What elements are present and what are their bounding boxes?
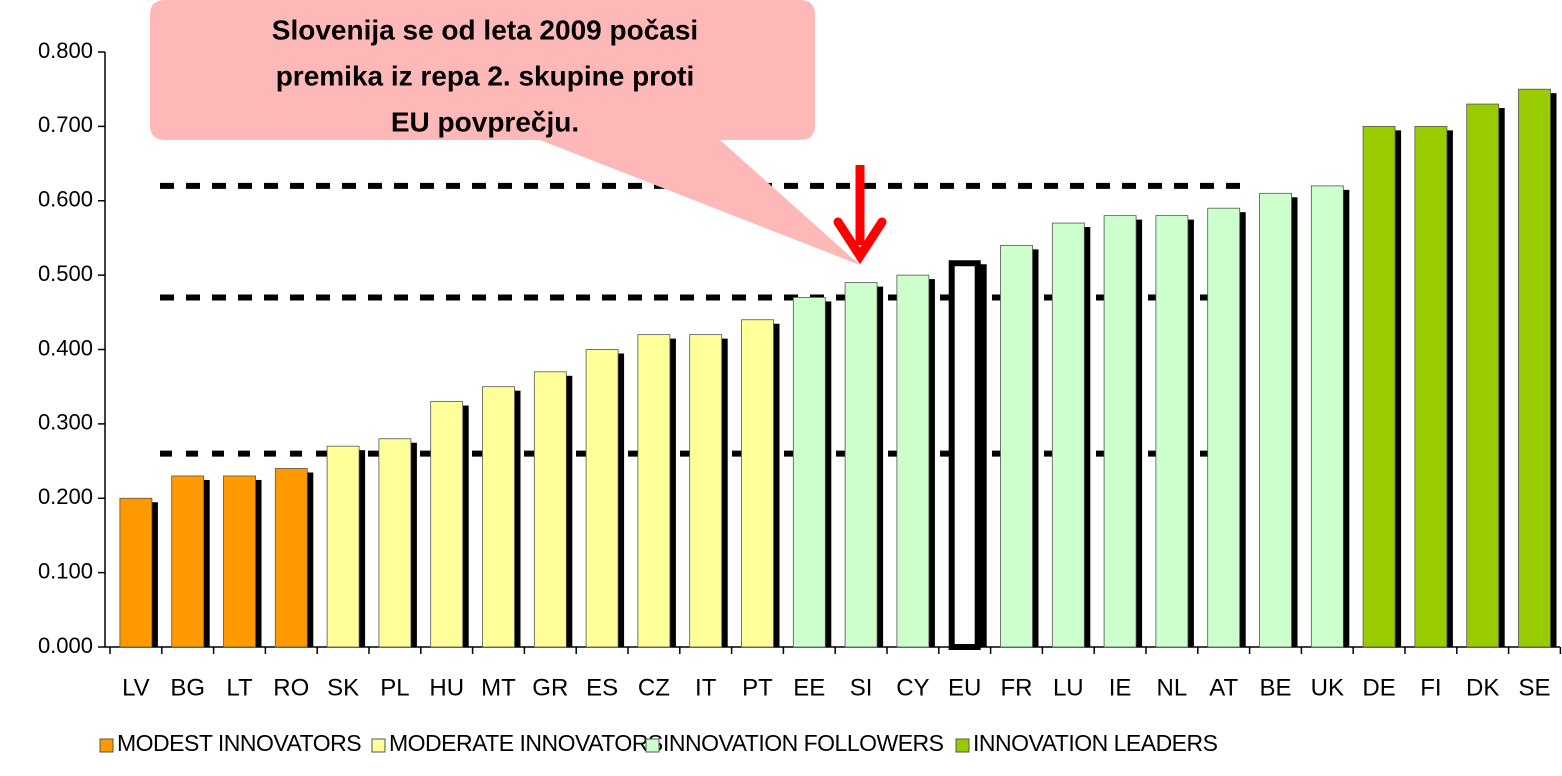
bar: [223, 475, 256, 648]
x-tick-label: MT: [481, 674, 516, 701]
bar: [533, 371, 567, 648]
x-tick-label: HU: [429, 674, 464, 701]
legend-swatch: [371, 738, 386, 753]
legend-label: INNOVATION LEADERS: [973, 730, 1218, 756]
x-tick-label: SK: [327, 674, 359, 701]
x-tick-label: BE: [1259, 674, 1291, 701]
bar: [948, 260, 981, 650]
legend-label: INNOVATION FOLLOWERS: [663, 730, 944, 756]
y-tick-label: 0.100: [38, 558, 93, 583]
bar: [482, 386, 515, 648]
x-tick-label: FI: [1420, 674, 1441, 701]
bar: [1000, 244, 1033, 648]
legend-label: MODERATE INNOVATORS: [389, 730, 663, 756]
x-tick-label: LT: [226, 674, 253, 701]
red-arrow: [833, 165, 887, 265]
x-tick-label: LU: [1053, 674, 1084, 701]
y-tick-label: 0.700: [38, 112, 93, 137]
x-tick-label: LV: [122, 674, 150, 701]
x-tick-label: CY: [896, 674, 929, 701]
legend-swatch: [955, 738, 970, 753]
bar: [1207, 207, 1241, 648]
x-tick-label: IT: [695, 674, 717, 701]
y-tick-label: 0.000: [38, 633, 93, 658]
bar: [1155, 215, 1189, 648]
y-tick-label: 0.400: [38, 335, 93, 360]
legend-swatch: [645, 738, 660, 753]
annotation-line: EU povprečju.: [391, 106, 579, 137]
x-tick-label: PT: [742, 674, 773, 701]
x-tick-label: GR: [532, 674, 568, 701]
bar: [637, 334, 671, 648]
bar: [1051, 222, 1085, 648]
annotation-line: Slovenija se od leta 2009 počasi: [272, 14, 698, 45]
bar: [689, 334, 723, 648]
x-tick-label: EE: [793, 674, 825, 701]
x-tick-label: DE: [1362, 674, 1395, 701]
bar: [378, 438, 412, 648]
bar: [792, 297, 826, 648]
callout-bubble: [150, 0, 860, 265]
bar: [844, 282, 878, 648]
y-tick-label: 0.800: [38, 38, 93, 63]
y-tick-label: 0.200: [38, 484, 93, 509]
bar: [1414, 125, 1448, 648]
annotation-line: premika iz repa 2. skupine proti: [276, 60, 695, 91]
bar: [430, 401, 464, 648]
bar: [585, 349, 619, 648]
y-tick-label: 0.500: [38, 261, 93, 286]
x-tick-label: AT: [1209, 674, 1238, 701]
y-tick-label: 0.300: [38, 410, 93, 435]
x-tick-label: CZ: [638, 674, 670, 701]
x-tick-label: RO: [273, 674, 309, 701]
bar: [1310, 185, 1344, 648]
x-tick-label: IE: [1109, 674, 1132, 701]
x-tick-label: SE: [1518, 674, 1550, 701]
bar: [274, 468, 308, 648]
bar: [171, 475, 205, 648]
x-tick-label: ES: [586, 674, 618, 701]
x-tick-label: NL: [1157, 674, 1188, 701]
x-tick-label: UK: [1311, 674, 1344, 701]
bar: [1362, 125, 1396, 648]
bar: [1518, 88, 1551, 648]
bar: [326, 445, 360, 648]
legend-label: MODEST INNOVATORS: [117, 730, 361, 756]
x-tick-label: BG: [170, 674, 205, 701]
bar: [119, 497, 153, 648]
x-tick-label: FR: [1001, 674, 1033, 701]
x-tick-label: DK: [1466, 674, 1499, 701]
x-tick-label: SI: [850, 674, 873, 701]
legend-swatch: [99, 738, 114, 753]
bar: [1259, 192, 1292, 648]
bar: [1103, 215, 1137, 648]
bar: [741, 319, 774, 648]
x-tick-label: PL: [380, 674, 409, 701]
y-tick-label: 0.600: [38, 187, 93, 212]
bar: [896, 274, 930, 648]
bar: [1466, 103, 1500, 648]
x-tick-label: EU: [948, 674, 981, 701]
